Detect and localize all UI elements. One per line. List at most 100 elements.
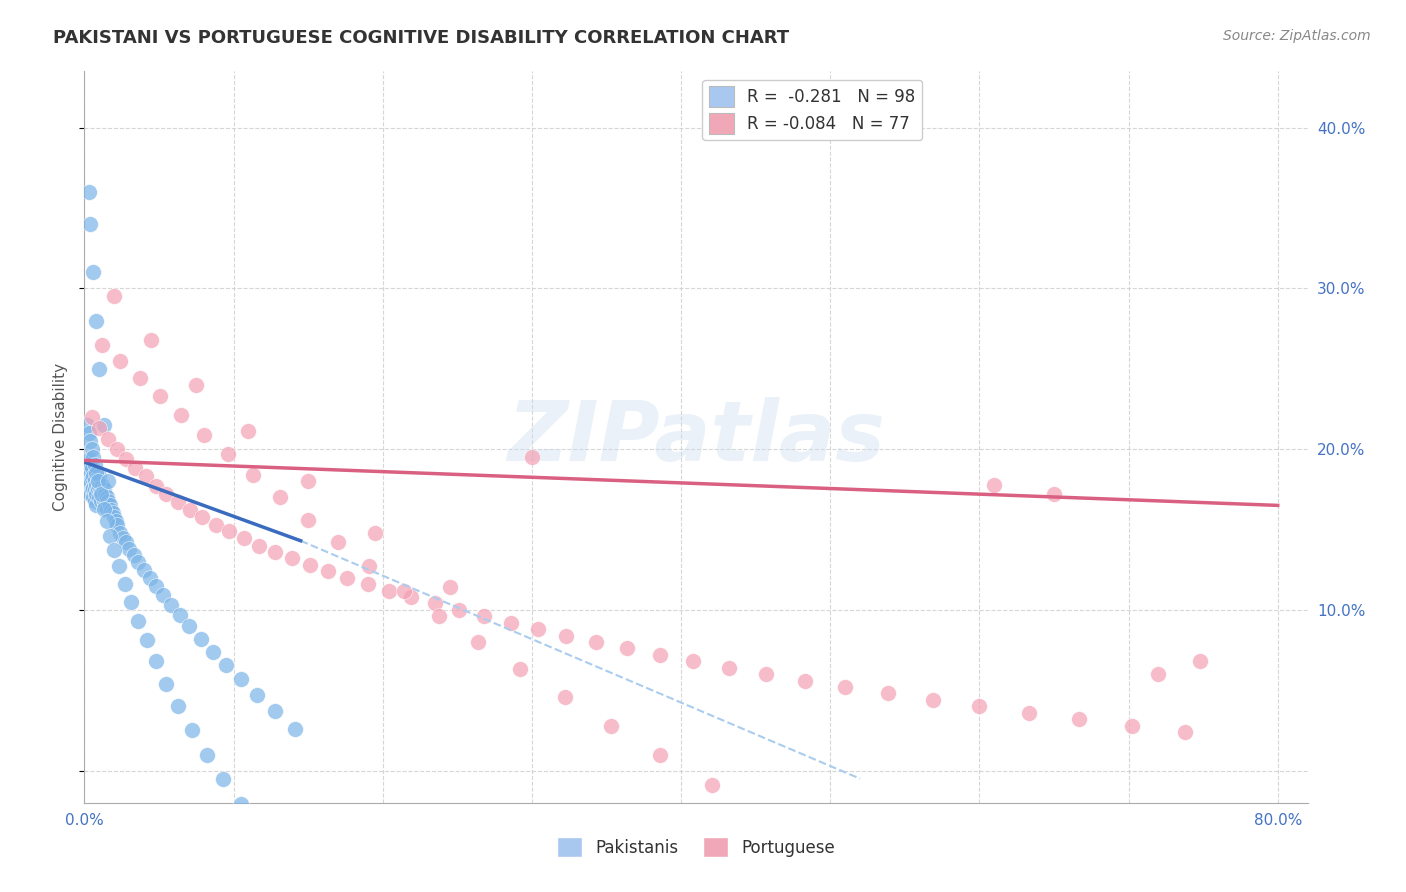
Point	[76, 469, 98, 483]
Point	[80, 483, 103, 497]
Point	[145, 479, 167, 493]
Point	[527, 622, 550, 636]
Point	[124, 461, 146, 475]
Point	[877, 686, 900, 700]
Point	[186, 377, 208, 392]
Point	[128, 371, 150, 385]
Point	[180, 723, 202, 738]
Point	[87, 471, 110, 485]
Y-axis label: Cognitive Disability: Cognitive Disability	[53, 363, 69, 511]
Point	[82, 265, 104, 279]
Point	[246, 688, 269, 702]
Point	[136, 633, 159, 648]
Text: ZIPatlas: ZIPatlas	[508, 397, 884, 477]
Point	[82, 469, 104, 483]
Point	[238, 425, 260, 439]
Point	[84, 313, 107, 327]
Point	[112, 531, 135, 545]
Point	[139, 571, 162, 585]
Point	[264, 704, 287, 718]
Point	[717, 661, 740, 675]
Point	[429, 609, 451, 624]
Point	[108, 353, 131, 368]
Point	[326, 535, 349, 549]
Point	[1018, 706, 1040, 720]
Point	[793, 673, 815, 688]
Point	[423, 597, 446, 611]
Point	[439, 581, 461, 595]
Point	[650, 648, 672, 662]
Point	[93, 493, 115, 508]
Point	[336, 571, 359, 585]
Point	[103, 289, 125, 303]
Point	[682, 654, 704, 668]
Point	[167, 699, 190, 714]
Point	[89, 491, 111, 505]
Point	[149, 389, 172, 403]
Point	[82, 481, 104, 495]
Point	[97, 493, 120, 508]
Point	[650, 747, 672, 762]
Point	[105, 442, 128, 457]
Point	[195, 747, 218, 762]
Point	[983, 477, 1005, 491]
Point	[132, 563, 155, 577]
Point	[814, 840, 837, 855]
Point	[201, 645, 224, 659]
Point	[118, 541, 141, 556]
Point	[83, 493, 105, 508]
Text: Source: ZipAtlas.com: Source: ZipAtlas.com	[1223, 29, 1371, 43]
Point	[377, 583, 399, 598]
Point	[298, 558, 321, 572]
Point	[96, 491, 118, 505]
Point	[91, 487, 114, 501]
Point	[1189, 654, 1212, 668]
Point	[509, 662, 531, 676]
Point	[499, 615, 522, 630]
Point	[585, 635, 607, 649]
Point	[100, 503, 122, 517]
Point	[115, 535, 138, 549]
Point	[114, 577, 136, 591]
Point	[555, 629, 578, 643]
Point	[98, 499, 121, 513]
Point	[218, 524, 240, 538]
Point	[215, 657, 238, 672]
Point	[169, 607, 191, 622]
Point	[270, 852, 292, 866]
Point	[127, 614, 149, 628]
Point	[108, 525, 131, 540]
Point	[89, 361, 111, 376]
Point	[264, 545, 287, 559]
Point	[77, 467, 100, 481]
Point	[77, 451, 100, 466]
Point	[269, 491, 291, 505]
Point	[103, 509, 125, 524]
Point	[83, 473, 105, 487]
Point	[80, 471, 103, 485]
Point	[79, 487, 101, 501]
Point	[90, 487, 112, 501]
Point	[87, 475, 110, 489]
Point	[103, 543, 125, 558]
Point	[242, 467, 264, 482]
Point	[80, 409, 103, 424]
Point	[96, 515, 118, 529]
Point	[83, 483, 105, 497]
Point	[155, 487, 177, 501]
Point	[616, 641, 638, 656]
Point	[155, 677, 177, 691]
Point	[93, 417, 115, 432]
Point	[702, 778, 724, 792]
Point	[84, 487, 107, 501]
Point	[297, 475, 319, 489]
Point	[280, 551, 302, 566]
Point	[79, 434, 101, 449]
Point	[177, 619, 200, 633]
Point	[229, 672, 252, 686]
Point	[115, 451, 138, 466]
Point	[82, 491, 104, 505]
Point	[89, 421, 111, 435]
Point	[79, 458, 101, 473]
Point	[89, 469, 111, 483]
